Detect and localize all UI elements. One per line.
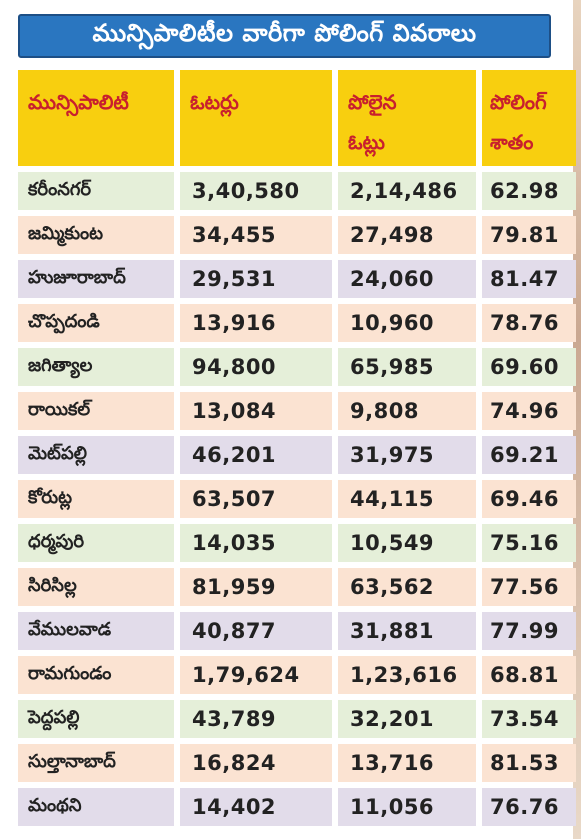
header-polling-percent: పోలింగ్ శాతం [482, 70, 576, 166]
polled-votes-cell: 32,201 [338, 700, 476, 738]
voters-cell: 14,035 [180, 524, 332, 562]
polled-votes-cell: 13,716 [338, 744, 476, 782]
table-header: మున్సిపాలిటీ ఓటర్లు పోలైన ఓట్లు పోలింగ్ … [18, 70, 576, 166]
polled-votes-cell: 9,808 [338, 392, 476, 430]
voters-cell: 46,201 [180, 436, 332, 474]
polling-percent-cell: 76.76 [482, 788, 576, 826]
polling-percent-cell: 74.96 [482, 392, 576, 430]
polling-percent-cell: 79.81 [482, 216, 576, 254]
polling-percent-cell: 81.47 [482, 260, 576, 298]
voters-cell: 13,916 [180, 304, 332, 342]
polled-votes-cell: 10,960 [338, 304, 476, 342]
polled-votes-cell: 1,23,616 [338, 656, 476, 694]
municipality-cell: హుజూరాబాద్ [18, 260, 174, 298]
polled-votes-cell: 24,060 [338, 260, 476, 298]
table-row: ధర్మపురి 14,035 10,549 75.16 [18, 524, 576, 562]
municipality-cell: మెట్‌పల్లి [18, 436, 174, 474]
header-municipality: మున్సిపాలిటీ [18, 70, 174, 166]
table-row: మెట్‌పల్లి 46,201 31,975 69.21 [18, 436, 576, 474]
municipality-cell: జగిత్యాల [18, 348, 174, 386]
table-row: పెద్దపల్లి 43,789 32,201 73.54 [18, 700, 576, 738]
voters-cell: 63,507 [180, 480, 332, 518]
table-row: కరీంనగర్ 3,40,580 2,14,486 62.98 [18, 172, 576, 210]
polled-votes-cell: 31,881 [338, 612, 476, 650]
polled-votes-cell: 63,562 [338, 568, 476, 606]
polling-percent-cell: 75.16 [482, 524, 576, 562]
voters-cell: 94,800 [180, 348, 332, 386]
municipality-cell: రాయికల్ [18, 392, 174, 430]
table-row: హుజూరాబాద్ 29,531 24,060 81.47 [18, 260, 576, 298]
municipality-cell: రామగుండం [18, 656, 174, 694]
header-voters-label: ఓటర్లు [190, 90, 239, 114]
voters-cell: 14,402 [180, 788, 332, 826]
title-banner: మున్సిపాలిటీల వారీగా పోలింగ్ వివరాలు [18, 14, 551, 58]
polling-percent-cell: 69.60 [482, 348, 576, 386]
table-row: రాయికల్ 13,084 9,808 74.96 [18, 392, 576, 430]
polled-votes-cell: 11,056 [338, 788, 476, 826]
table-row: కోరుట్ల 63,507 44,115 69.46 [18, 480, 576, 518]
voters-cell: 3,40,580 [180, 172, 332, 210]
polling-percent-cell: 77.99 [482, 612, 576, 650]
voters-cell: 43,789 [180, 700, 332, 738]
photo-edge [573, 0, 581, 839]
municipality-cell: చొప్పదండి [18, 304, 174, 342]
municipality-cell: ధర్మపురి [18, 524, 174, 562]
header-polled-votes: పోలైన ఓట్లు [338, 70, 476, 166]
table-row: రామగుండం 1,79,624 1,23,616 68.81 [18, 656, 576, 694]
polling-percent-cell: 73.54 [482, 700, 576, 738]
table-row: చొప్పదండి 13,916 10,960 78.76 [18, 304, 576, 342]
municipality-cell: జమ్మికుంట [18, 216, 174, 254]
page-title: మున్సిపాలిటీల వారీగా పోలింగ్ వివరాలు [92, 19, 477, 47]
table-row: సుల్తానాబాద్ 16,824 13,716 81.53 [18, 744, 576, 782]
polled-votes-cell: 31,975 [338, 436, 476, 474]
voters-cell: 1,79,624 [180, 656, 332, 694]
header-percent-line2: శాతం [490, 130, 534, 154]
voters-cell: 81,959 [180, 568, 332, 606]
polling-percent-cell: 81.53 [482, 744, 576, 782]
table-row: వేములవాడ 40,877 31,881 77.99 [18, 612, 576, 650]
header-voters: ఓటర్లు [180, 70, 332, 166]
municipality-cell: సిరిసిల్ల [18, 568, 174, 606]
header-percent-line1: పోలింగ్ [490, 90, 547, 114]
table-row: మంథని 14,402 11,056 76.76 [18, 788, 576, 826]
header-polled-line2: ఓట్లు [348, 130, 385, 154]
municipality-cell: కోరుట్ల [18, 480, 174, 518]
polling-percent-cell: 69.21 [482, 436, 576, 474]
polling-percent-cell: 69.46 [482, 480, 576, 518]
polling-percent-cell: 68.81 [482, 656, 576, 694]
table-row: జమ్మికుంట 34,455 27,498 79.81 [18, 216, 576, 254]
header-municipality-label: మున్సిపాలిటీ [28, 90, 129, 114]
polled-votes-cell: 65,985 [338, 348, 476, 386]
voters-cell: 13,084 [180, 392, 332, 430]
table-row: జగిత్యాల 94,800 65,985 69.60 [18, 348, 576, 386]
polled-votes-cell: 2,14,486 [338, 172, 476, 210]
polling-percent-cell: 62.98 [482, 172, 576, 210]
polled-votes-cell: 44,115 [338, 480, 476, 518]
municipality-cell: పెద్దపల్లి [18, 700, 174, 738]
header-polled-line1: పోలైన [348, 90, 397, 114]
municipality-cell: మంథని [18, 788, 174, 826]
polled-votes-cell: 27,498 [338, 216, 476, 254]
voters-cell: 16,824 [180, 744, 332, 782]
polling-percent-cell: 78.76 [482, 304, 576, 342]
voters-cell: 29,531 [180, 260, 332, 298]
municipality-cell: కరీంనగర్ [18, 172, 174, 210]
table-body: కరీంనగర్ 3,40,580 2,14,486 62.98 జమ్మికుంట 34… [18, 172, 576, 832]
municipality-cell: సుల్తానాబాద్ [18, 744, 174, 782]
municipality-cell: వేములవాడ [18, 612, 174, 650]
voters-cell: 40,877 [180, 612, 332, 650]
table-row: సిరిసిల్ల 81,959 63,562 77.56 [18, 568, 576, 606]
voters-cell: 34,455 [180, 216, 332, 254]
polling-percent-cell: 77.56 [482, 568, 576, 606]
polled-votes-cell: 10,549 [338, 524, 476, 562]
